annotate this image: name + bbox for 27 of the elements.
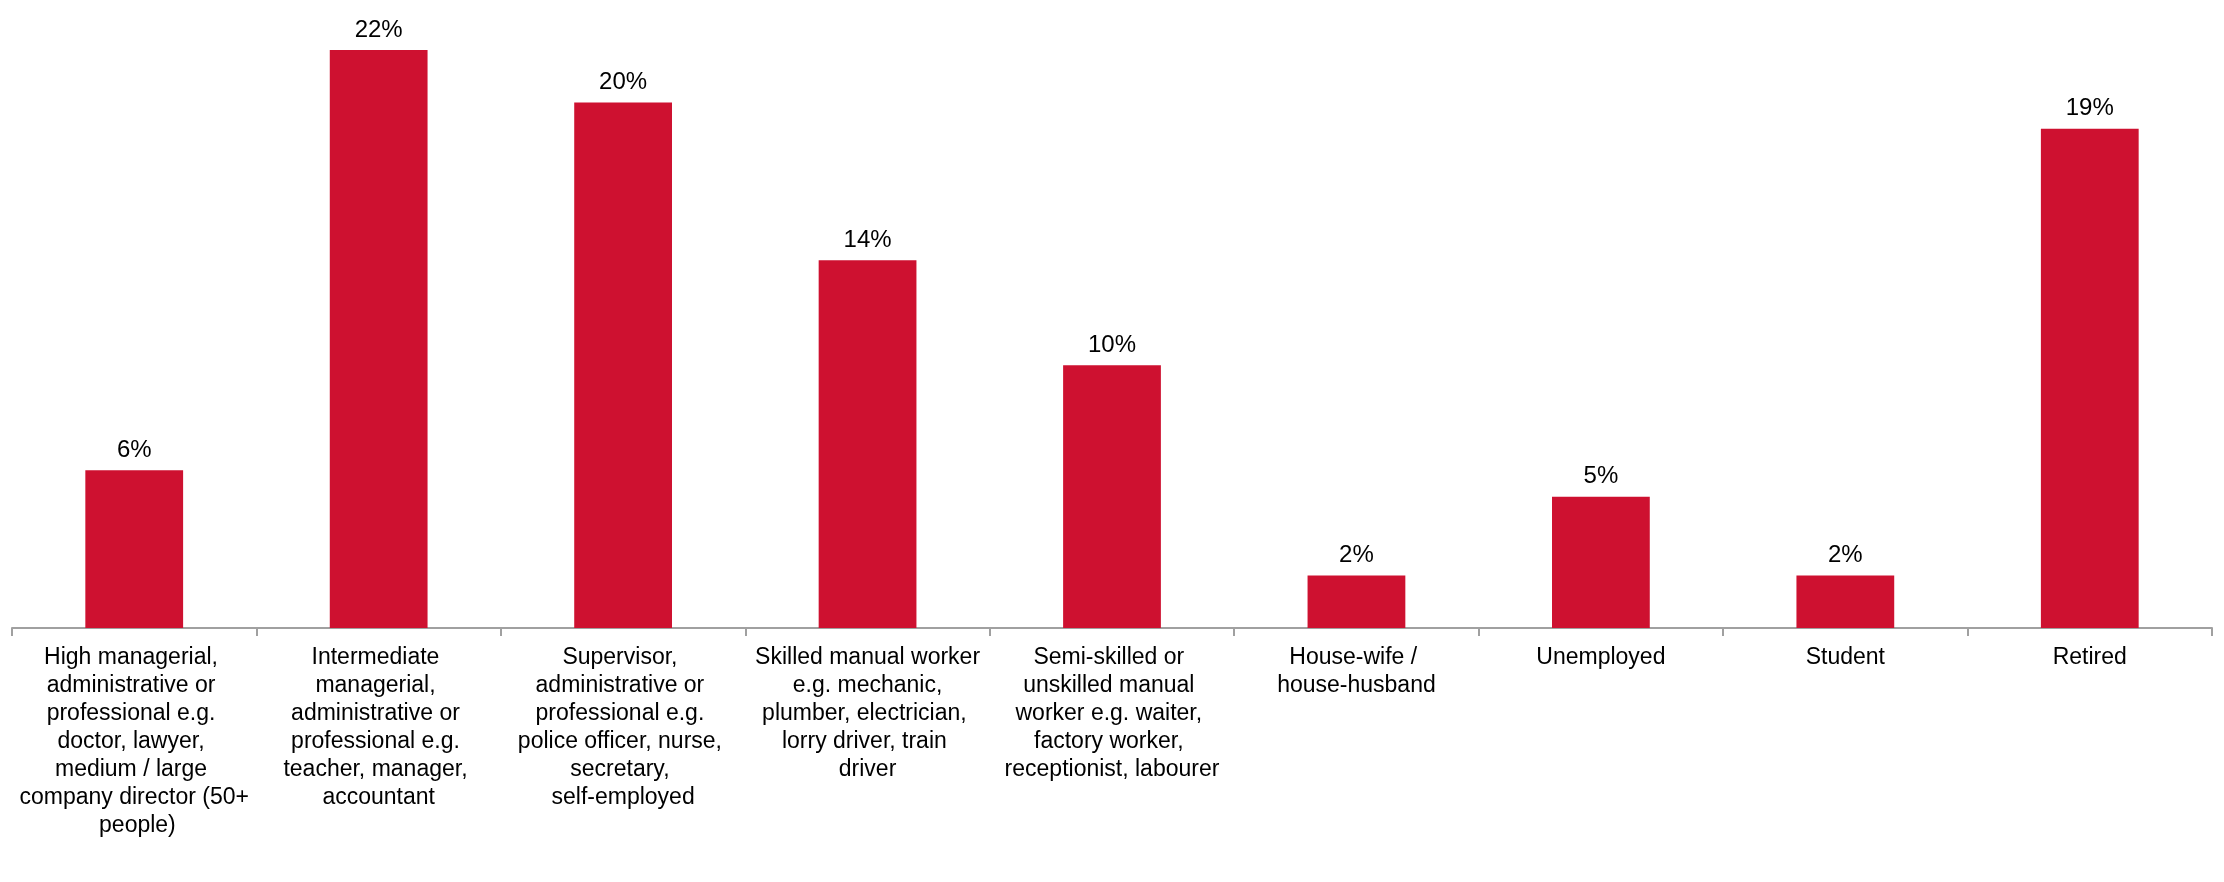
- data-label: 5%: [1583, 461, 1619, 489]
- data-label: 22%: [354, 14, 403, 42]
- bar: [1552, 496, 1650, 628]
- x-tick-label: High managerial, administrative or professional e.g. doctor, lawyer, medium / large company director (50+ people): [19, 643, 249, 837]
- x-tick-label: House-wife / house-husband: [1277, 643, 1436, 697]
- x-tick-label: Intermediate managerial, administrative or professional e.g. teacher, manager, accountant: [283, 643, 474, 809]
- bar: [818, 260, 917, 628]
- data-label: 14%: [843, 224, 892, 252]
- bar: [1307, 575, 1406, 628]
- bar: [2040, 128, 2139, 628]
- data-label: 19%: [2065, 93, 2114, 121]
- data-label: 6%: [116, 434, 152, 462]
- data-label: 10%: [1087, 329, 1137, 357]
- data-label: 2%: [1827, 539, 1863, 567]
- data-label: 20%: [599, 67, 648, 95]
- x-tick-label: Semi-skilled or unskilled manual worker e.g. waiter, factory worker, receptionist, labourer: [1004, 643, 1220, 781]
- x-tick-label: Skilled manual worker e.g. mechanic, plumber, electrician, lorry driver, train driver: [755, 643, 981, 781]
- bar: [574, 102, 672, 628]
- bar: [85, 470, 184, 628]
- x-tick-label: Retired: [2052, 643, 2127, 669]
- data-label: 2%: [1339, 539, 1374, 567]
- x-tick-label: Student: [1805, 643, 1886, 669]
- bar: [1796, 575, 1895, 628]
- bar: [1063, 365, 1161, 628]
- x-tick-label: Unemployed: [1536, 643, 1666, 669]
- bar: [329, 50, 428, 628]
- x-tick-label: Supervisor, administrative or professional e.g. police officer, nurse, secretary, self-employed: [517, 643, 729, 809]
